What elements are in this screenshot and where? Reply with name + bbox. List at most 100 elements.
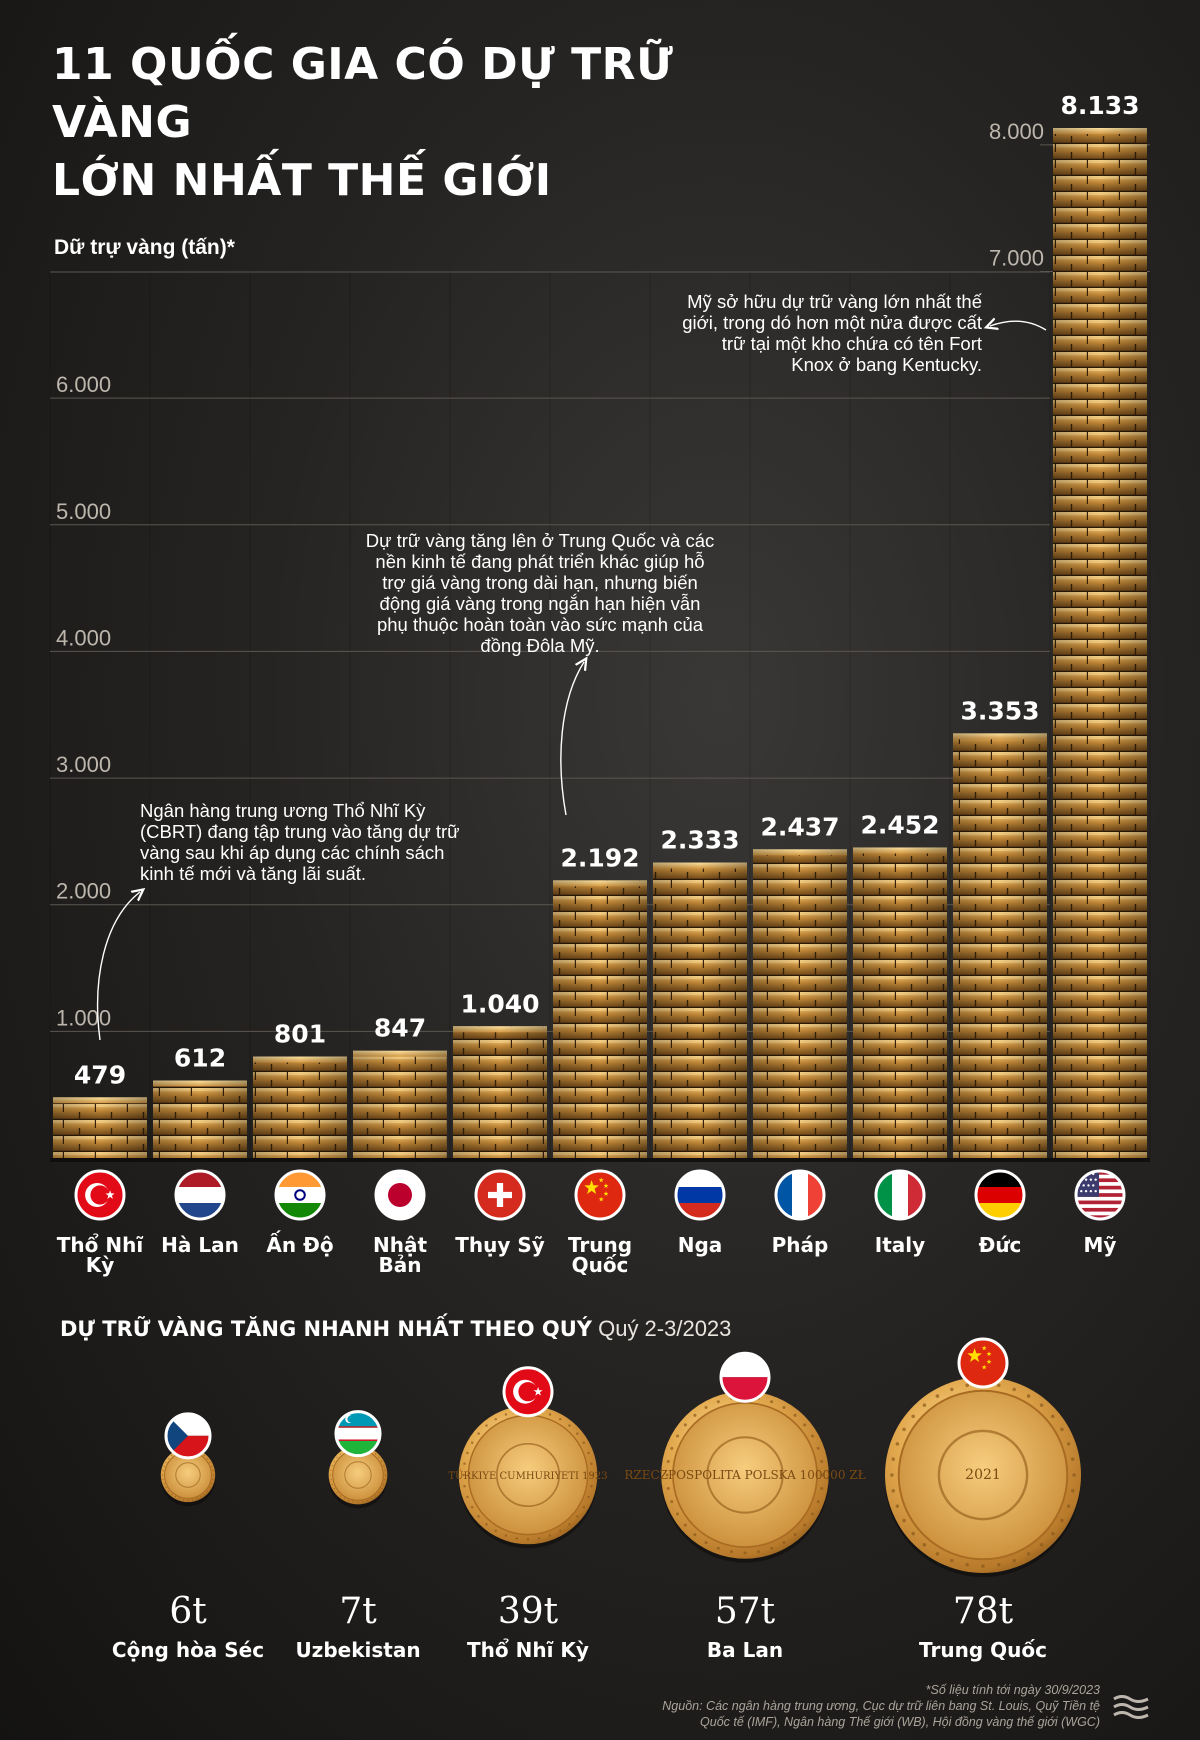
china-annotation-line: trợ giá vàng trong dài hạn, nhưng biến bbox=[382, 572, 698, 593]
country-label: Hà Lan bbox=[161, 1233, 239, 1257]
bar-switzerland bbox=[453, 1026, 547, 1158]
turkey-annotation-line: kinh tế mới và tăng lãi suất. bbox=[140, 863, 367, 884]
country-label: Quốc bbox=[572, 1253, 629, 1277]
growth-value: 57t bbox=[715, 1591, 776, 1632]
value-label: 479 bbox=[74, 1060, 126, 1089]
growth-country: Trung Quốc bbox=[919, 1638, 1047, 1662]
country-label: Nhật bbox=[373, 1233, 427, 1257]
y-axis-title: Dữ trự vàng (tấn)* bbox=[54, 236, 235, 259]
china-annotation-arrow bbox=[560, 662, 584, 816]
coin-turkey: TÜRKIYE CUMHURIYETI 1923 bbox=[448, 1405, 608, 1549]
footnote-source-2: Quốc tế (IMF), Ngân hàng Thế giới (WB), … bbox=[700, 1715, 1100, 1729]
bar-germany bbox=[953, 733, 1047, 1158]
czech-flag-icon bbox=[164, 1412, 212, 1460]
turkey-flag-icon bbox=[502, 1366, 554, 1418]
country-label: Italy bbox=[875, 1233, 925, 1257]
value-label: 612 bbox=[174, 1043, 226, 1072]
bar-china bbox=[553, 880, 647, 1158]
country-label: Đức bbox=[979, 1233, 1022, 1257]
turkey-annotation: Ngân hàng trung ương Thổ Nhĩ Kỳ (CBRT) đ… bbox=[140, 800, 480, 884]
coin-poland: RZECZPOSPOLITA POLSKA 100000 ZŁ bbox=[624, 1391, 866, 1563]
japan-flag-icon bbox=[374, 1169, 426, 1221]
coin-uzbekistan bbox=[328, 1445, 388, 1509]
growth-value: 7t bbox=[339, 1591, 377, 1632]
bar-netherlands bbox=[153, 1080, 247, 1158]
coin bbox=[885, 1377, 1081, 1573]
coin-czech bbox=[160, 1447, 216, 1507]
country-label: Bản bbox=[379, 1253, 422, 1277]
growth-value: 39t bbox=[498, 1591, 559, 1632]
coin bbox=[661, 1391, 829, 1559]
value-label: 2.192 bbox=[560, 843, 639, 872]
bar-russia bbox=[653, 862, 747, 1158]
usa-annotation-line: trữ tại một kho chứa có tên Fort bbox=[721, 333, 982, 354]
y-tick-label: 4.000 bbox=[56, 625, 111, 650]
turkey-flag-icon bbox=[74, 1169, 126, 1221]
coin bbox=[160, 1447, 216, 1503]
publisher-logo-icon bbox=[1113, 1695, 1149, 1719]
switzerland-flag-icon bbox=[474, 1169, 526, 1221]
section-title-bold: DỰ TRỮ VÀNG TĂNG NHANH NHẤT THEO QUÝ bbox=[60, 1317, 592, 1341]
value-label: 2.452 bbox=[860, 810, 939, 839]
china-annotation: Dự trữ vàng tăng lên ở Trung Quốc và các… bbox=[360, 530, 720, 656]
y-tick-label: 5.000 bbox=[56, 499, 111, 524]
bar-france bbox=[753, 849, 847, 1158]
country-label: Kỳ bbox=[86, 1253, 115, 1277]
turkey-annotation-line: Ngân hàng trung ương Thổ Nhĩ Kỳ bbox=[140, 800, 426, 821]
turkey-annotation-arrow bbox=[97, 892, 140, 1041]
y-tick-label: 6.000 bbox=[56, 372, 111, 397]
bar-italy bbox=[853, 847, 947, 1158]
footnote-source-1: Nguồn: Các ngân hàng trung ương, Cục dự … bbox=[662, 1699, 1100, 1713]
uzbekistan-flag-icon bbox=[334, 1410, 382, 1458]
y-tick-label: 2.000 bbox=[56, 879, 111, 904]
section-title-period: Quý 2-3/2023 bbox=[598, 1316, 732, 1341]
bar-india bbox=[253, 1056, 347, 1158]
y-tick-label: 3.000 bbox=[56, 752, 111, 777]
china-flag-icon bbox=[574, 1169, 626, 1221]
quarterly-section-title: DỰ TRỮ VÀNG TĂNG NHANH NHẤT THEO QUÝ Quý… bbox=[60, 1316, 731, 1342]
china-annotation-line: phụ thuộc hoàn toàn vào sức mạnh của bbox=[376, 614, 704, 635]
coin-inscription: RZECZPOSPOLITA POLSKA 100000 ZŁ bbox=[624, 1468, 865, 1482]
country-label: Trung bbox=[568, 1233, 632, 1257]
france-flag-icon bbox=[774, 1169, 826, 1221]
russia-flag-icon bbox=[674, 1169, 726, 1221]
bar-japan bbox=[353, 1050, 447, 1158]
value-label: 1.040 bbox=[460, 989, 539, 1018]
usa-annotation-line: Knox ở bang Kentucky. bbox=[791, 354, 982, 375]
value-label: 3.353 bbox=[960, 696, 1039, 725]
growth-country: Ba Lan bbox=[707, 1638, 783, 1662]
china-annotation-line: Dự trữ vàng tăng lên ở Trung Quốc và các bbox=[365, 530, 715, 551]
poland-flag-icon bbox=[719, 1351, 771, 1403]
value-label: 2.437 bbox=[760, 812, 839, 841]
netherlands-flag-icon bbox=[174, 1169, 226, 1221]
title-line-2: LỚN NHẤT THẾ GIỚI bbox=[52, 155, 552, 206]
growth-country: Thổ Nhĩ Kỳ bbox=[467, 1638, 589, 1662]
country-label: Nga bbox=[678, 1233, 723, 1257]
footnote: *Số liệu tính tới ngày 30/9/2023 Nguồn: … bbox=[580, 1682, 1100, 1730]
coin-inscription: 2021 bbox=[965, 1467, 1001, 1483]
footnote-note: *Số liệu tính tới ngày 30/9/2023 bbox=[925, 1683, 1100, 1697]
coin-inscription: TÜRKIYE CUMHURIYETI 1923 bbox=[448, 1470, 607, 1482]
germany-flag-icon bbox=[974, 1169, 1026, 1221]
turkey-annotation-line: vàng sau khi áp dụng các chính sách bbox=[140, 842, 445, 863]
coin-china: 2021 bbox=[885, 1377, 1081, 1577]
page-title: 11 QUỐC GIA CÓ DỰ TRỮ VÀNG LỚN NHẤT THẾ … bbox=[52, 36, 812, 210]
coin bbox=[458, 1405, 598, 1545]
usa-annotation: Mỹ sở hữu dự trữ vàng lớn nhất thế giới,… bbox=[640, 291, 982, 375]
y-tick-label: 1.000 bbox=[56, 1005, 111, 1030]
china-annotation-line: đồng Đôla Mỹ. bbox=[480, 635, 600, 656]
y-tick-label: 8.000 bbox=[989, 119, 1044, 144]
value-label: 2.333 bbox=[660, 826, 739, 855]
usa-flag-icon bbox=[1074, 1169, 1126, 1221]
italy-flag-icon bbox=[874, 1169, 926, 1221]
y-tick-label: 7.000 bbox=[989, 245, 1044, 270]
country-label: Thổ Nhĩ bbox=[57, 1233, 144, 1257]
turkey-annotation-line: (CBRT) đang tập trung vào tăng dự trữ bbox=[140, 821, 460, 842]
growth-country: Cộng hòa Séc bbox=[112, 1638, 264, 1662]
growth-country: Uzbekistan bbox=[295, 1638, 420, 1662]
usa-annotation-line: giới, trong dó hơn một nửa được cất bbox=[682, 312, 982, 333]
country-label: Ấn Độ bbox=[266, 1231, 333, 1257]
growth-value: 6t bbox=[169, 1591, 207, 1632]
title-line-1: 11 QUỐC GIA CÓ DỰ TRỮ VÀNG bbox=[52, 39, 674, 148]
bar-usa bbox=[1053, 128, 1147, 1158]
